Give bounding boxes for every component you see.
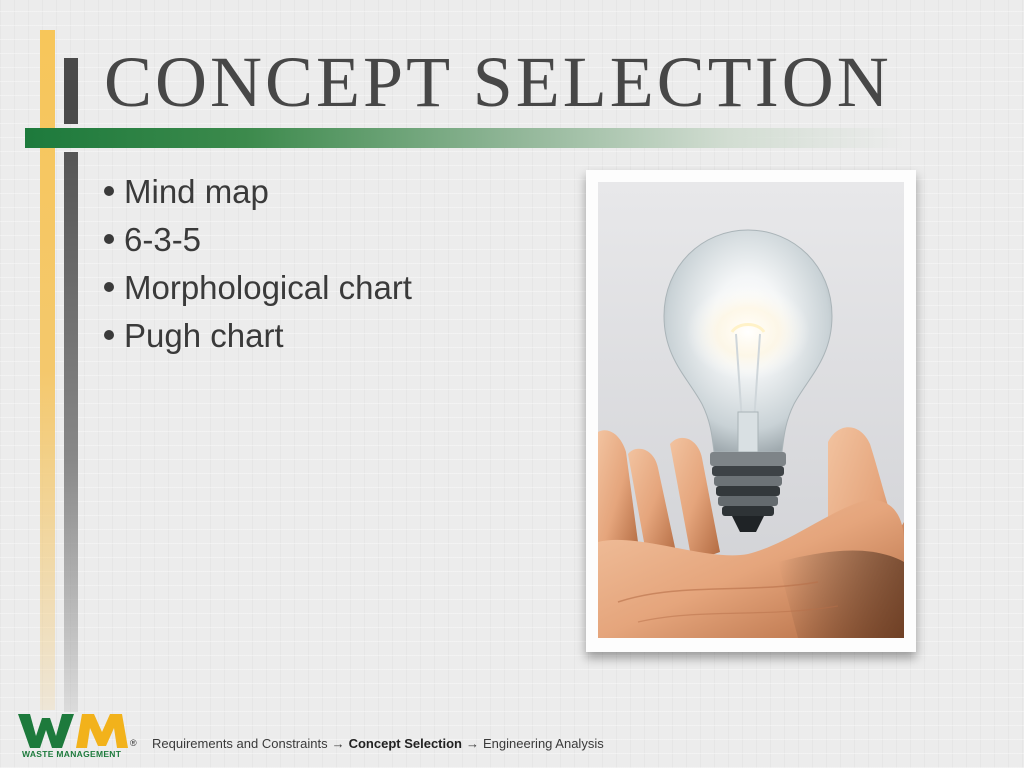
breadcrumb-item: Requirements and Constraints xyxy=(152,736,328,751)
wm-logo-icon: WASTE MANAGEMENT ® xyxy=(16,712,140,760)
lightbulb-in-hand-photo xyxy=(598,182,904,638)
photo-frame xyxy=(586,170,916,652)
arrow-right-icon: → xyxy=(331,736,345,751)
bullet-text: Morphological chart xyxy=(124,269,412,306)
bullet-dot-icon xyxy=(104,234,114,245)
bullet-item: Morphological chart xyxy=(104,264,412,312)
bullet-dot-icon xyxy=(104,330,114,341)
decorative-gray-bar-top xyxy=(64,58,78,124)
title-underline-rule xyxy=(25,128,905,148)
bullet-dot-icon xyxy=(104,282,114,293)
decorative-gray-bar xyxy=(64,152,78,712)
arrow-right-icon: → xyxy=(466,736,480,751)
wm-logo-wordmark: WASTE MANAGEMENT xyxy=(22,749,122,759)
bullet-text: Pugh chart xyxy=(124,317,284,354)
lightbulb-icon xyxy=(598,182,904,638)
bullet-text: Mind map xyxy=(124,173,269,210)
bullet-list: Mind map 6-3-5 Morphological chart Pugh … xyxy=(104,168,412,360)
breadcrumb-item: Engineering Analysis xyxy=(483,736,604,751)
decorative-yellow-bar xyxy=(40,30,55,710)
breadcrumb-current: Concept Selection xyxy=(348,736,463,751)
slide-title: CONCEPT SELECTION xyxy=(104,42,892,122)
registered-mark: ® xyxy=(130,738,137,748)
bullet-item: Mind map xyxy=(104,168,412,216)
bullet-dot-icon xyxy=(104,186,114,197)
bullet-item: 6-3-5 xyxy=(104,216,412,264)
breadcrumb: Requirements and Constraints → Concept Sel… xyxy=(152,736,604,751)
bullet-item: Pugh chart xyxy=(104,312,412,360)
bullet-text: 6-3-5 xyxy=(124,221,202,258)
